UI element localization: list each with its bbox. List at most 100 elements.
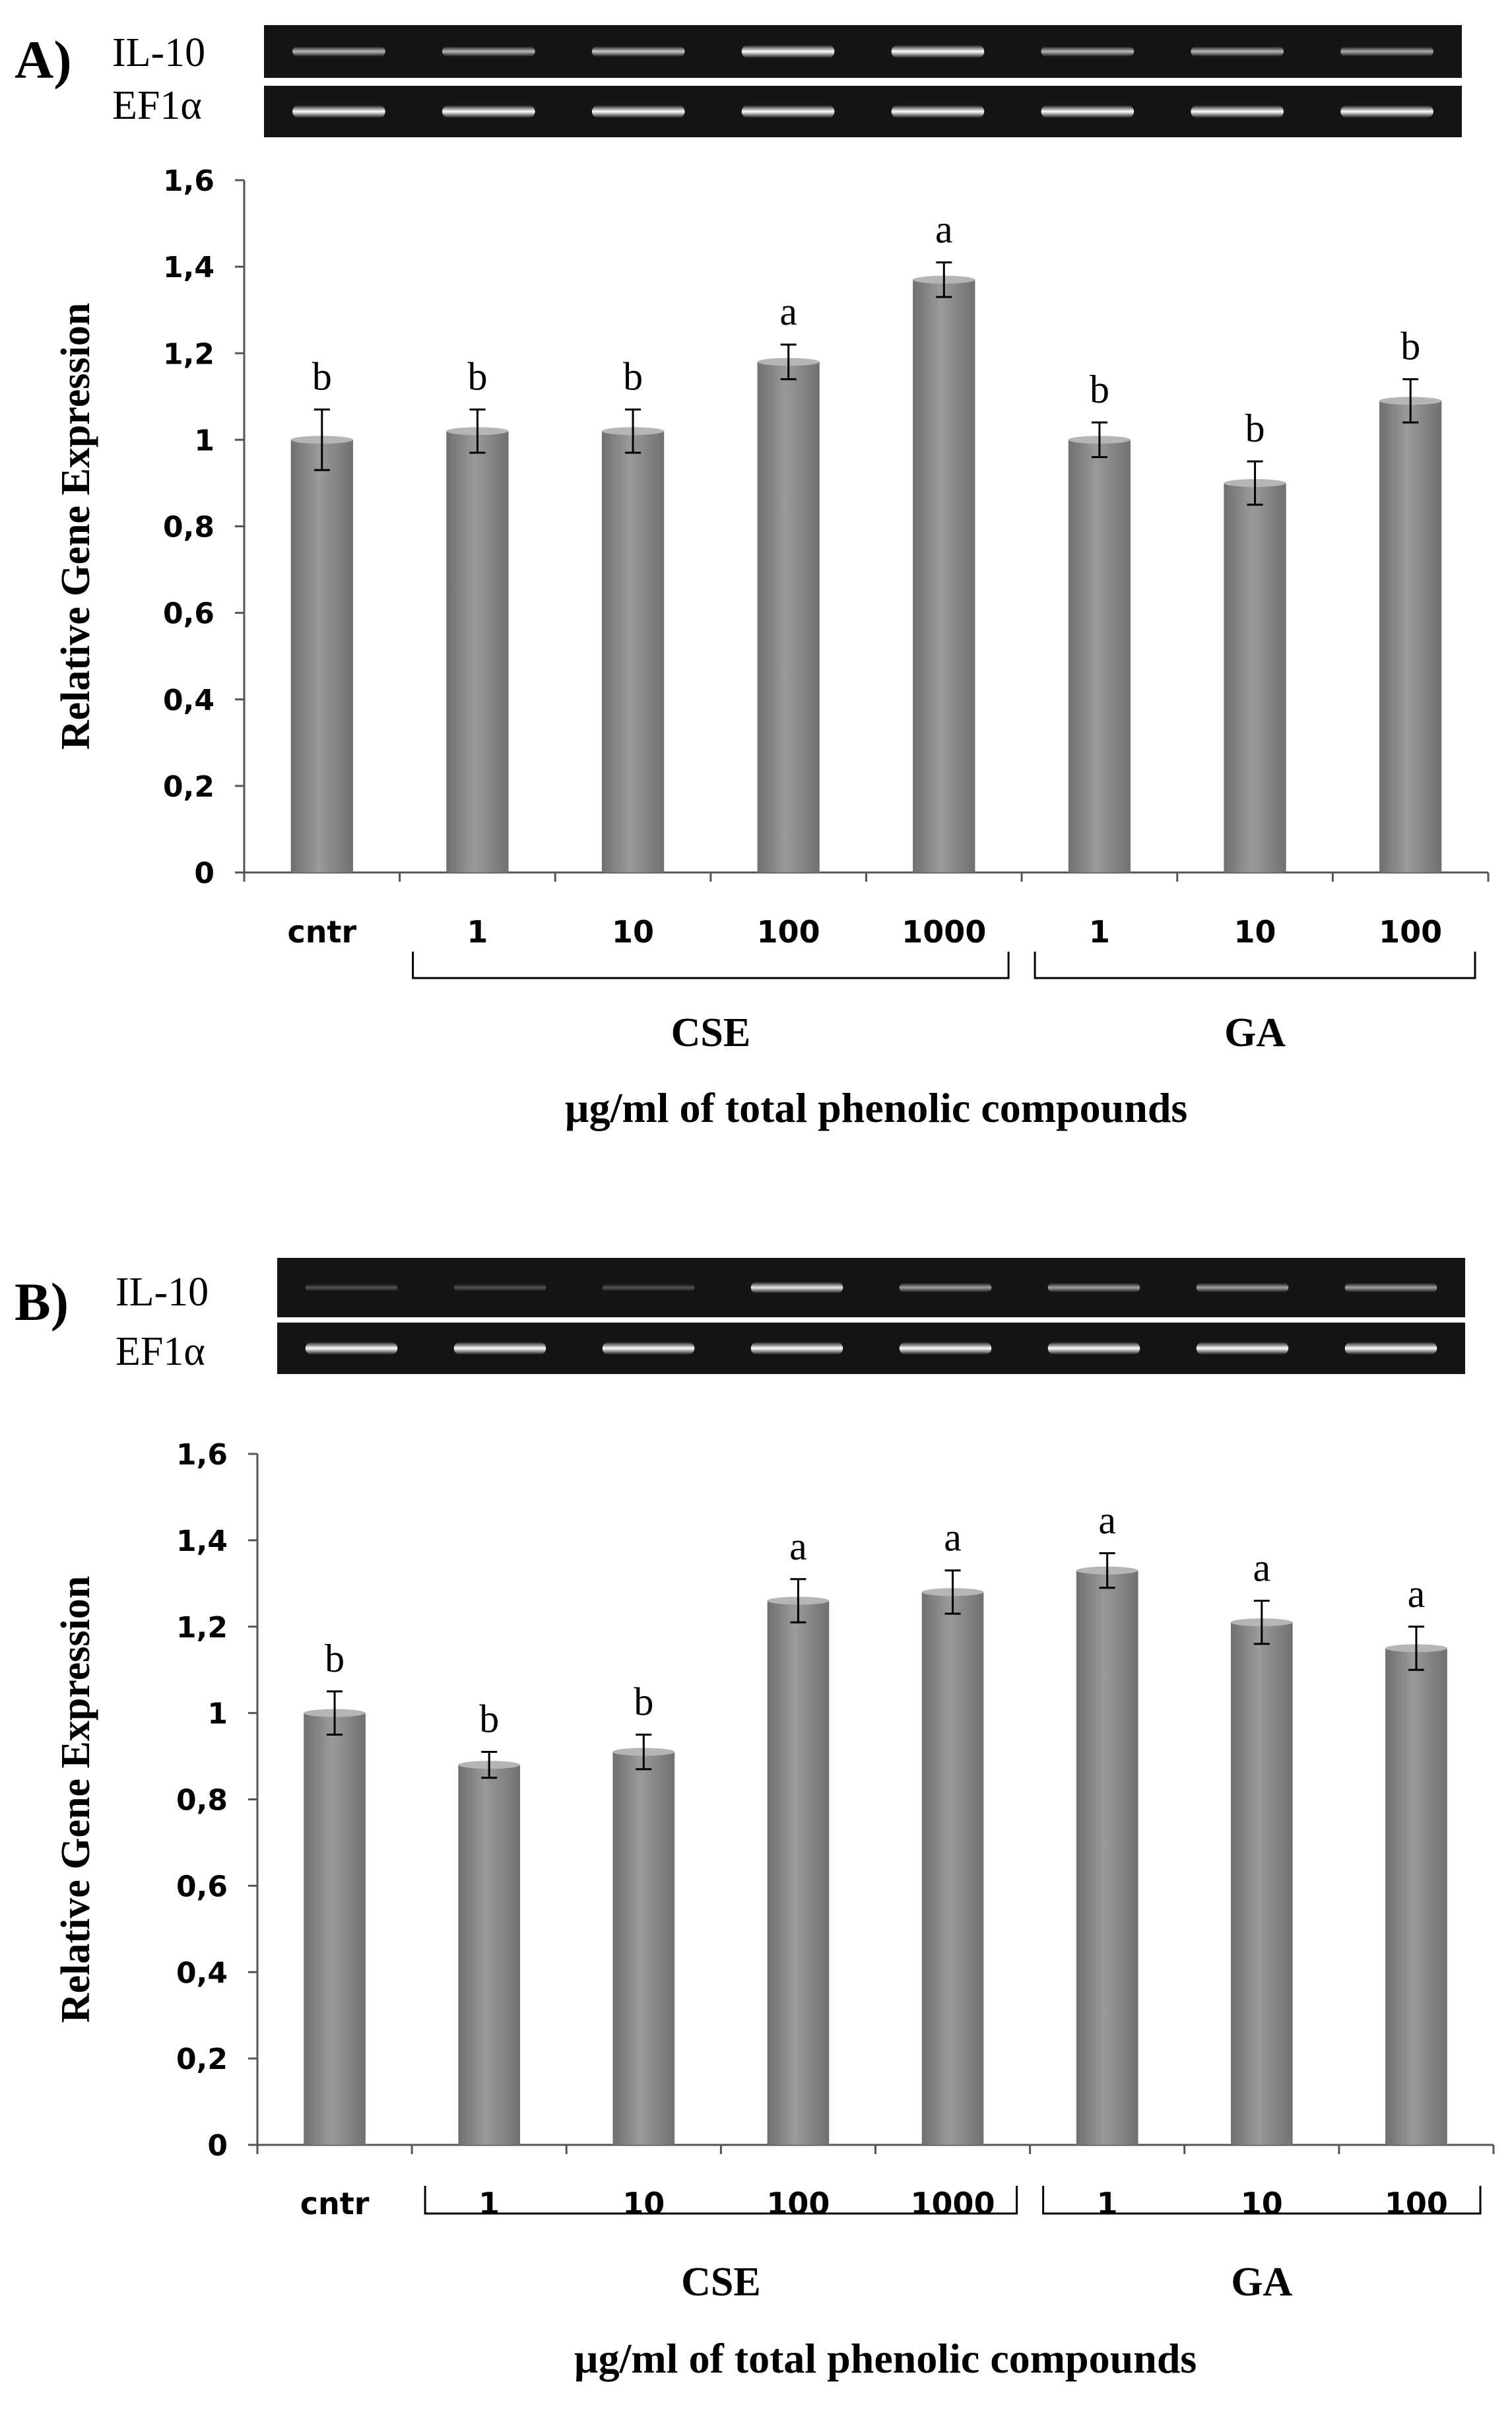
significance-letter: a: [1098, 1499, 1116, 1542]
gel-band: [899, 1282, 992, 1293]
significance-letter: b: [479, 1697, 499, 1741]
significance-letter: a: [1253, 1546, 1270, 1589]
y-tick-label: 0: [194, 857, 214, 890]
bar: [304, 1713, 366, 2145]
bar: [757, 362, 820, 872]
gel-row-label: EF1α: [115, 1329, 205, 1374]
gel-band: [305, 1342, 398, 1355]
y-tick-label: 1,6: [163, 164, 214, 198]
gel-band: [292, 46, 385, 57]
x-axis-title: µg/ml of total phenolic compounds: [565, 1084, 1188, 1131]
gel-band: [442, 46, 535, 57]
gel-band: [1191, 46, 1284, 57]
y-tick-label: 0,4: [163, 684, 214, 717]
bar: [601, 431, 665, 872]
x-category-label: 100: [766, 2186, 830, 2221]
bar: [458, 1765, 521, 2145]
gel-band: [292, 105, 385, 118]
x-category-label: 100: [1385, 2186, 1448, 2221]
gel-band: [1196, 1282, 1289, 1293]
y-tick-label: 0,2: [163, 770, 214, 804]
gel-band: [1041, 46, 1134, 57]
gel-band: [591, 105, 685, 118]
bar: [1385, 1648, 1447, 2145]
group-bracket: [1034, 952, 1476, 979]
gel-band: [1340, 105, 1433, 118]
y-tick-label: 1,4: [176, 1525, 228, 1558]
group-label: CSE: [671, 1010, 751, 1055]
gel-band: [1047, 1342, 1140, 1355]
gel-band: [1041, 105, 1134, 118]
gel-band: [305, 1284, 398, 1292]
group-bracket: [424, 2186, 1018, 2215]
gel-band: [750, 1282, 843, 1294]
bar: [1224, 482, 1286, 872]
significance-letter: a: [789, 1525, 807, 1568]
y-tick-label: 0,4: [176, 1956, 228, 1990]
y-tick-label: 1,2: [163, 337, 214, 371]
gel-band: [453, 1284, 546, 1292]
x-category-label: 1: [467, 914, 488, 950]
significance-letter: b: [312, 354, 332, 398]
significance-letter: b: [467, 354, 487, 398]
y-tick-label: 1: [194, 424, 214, 457]
gel-row-label: IL-10: [112, 30, 205, 75]
x-category-label: 1: [1089, 914, 1110, 950]
gel-band: [1047, 1282, 1140, 1293]
significance-letter: b: [325, 1637, 345, 1680]
bar: [290, 440, 353, 872]
panel-a: A) IL-10 EF1α 0 0,2 0,4 0,6 0,8 1 1,2 1,4 1,6 Relati…: [15, 25, 1490, 1131]
gel-band: [750, 1342, 843, 1355]
bar: [1068, 440, 1131, 872]
significance-letter: a: [779, 290, 797, 333]
gel-band: [1344, 1342, 1437, 1355]
x-category-label: 100: [757, 914, 820, 950]
gel-band: [591, 46, 685, 57]
significance-letter: b: [634, 1680, 653, 1723]
panel-label: A): [15, 30, 72, 90]
y-tick-label: 0,2: [176, 2043, 228, 2076]
x-category-label: cntr: [300, 2186, 370, 2221]
y-tick-label: 1,4: [163, 251, 214, 284]
significance-letter: b: [1090, 368, 1109, 411]
significance-letter: b: [1245, 407, 1265, 450]
panel-label: B): [15, 1272, 69, 1332]
y-tick-label: 1,2: [176, 1611, 228, 1645]
y-tick-label: 0,8: [163, 511, 214, 544]
x-category-label: 1000: [902, 914, 986, 950]
x-category-label: 1000: [911, 2186, 995, 2221]
x-category-label: 10: [1241, 2186, 1283, 2221]
x-category-label: 10: [612, 914, 654, 950]
gel-band: [1196, 1342, 1289, 1355]
group-label: GA: [1231, 2260, 1292, 2305]
gel-band: [899, 1342, 992, 1355]
gel-band: [1191, 105, 1284, 118]
gel-band: [1340, 46, 1433, 57]
significance-letter: a: [1408, 1572, 1426, 1616]
gel-band: [891, 105, 985, 118]
gel-band: [453, 1342, 546, 1355]
gel-band: [602, 1284, 695, 1292]
significance-letter: a: [944, 1516, 962, 1559]
y-tick-label: 1: [207, 1697, 228, 1731]
y-tick-label: 0,8: [176, 1784, 228, 1818]
y-tick-label: 0: [207, 2129, 228, 2163]
group-bracket: [412, 952, 1010, 979]
bar: [1230, 1622, 1293, 2145]
x-category-label: 1: [1097, 2186, 1118, 2221]
gel-band: [741, 105, 835, 118]
y-tick-label: 1,6: [176, 1438, 228, 1472]
gel-row-label: IL-10: [115, 1270, 209, 1315]
bar: [1379, 401, 1442, 872]
bar: [767, 1600, 830, 2145]
significance-letter: b: [1400, 325, 1420, 368]
bar: [446, 431, 509, 872]
gel-row-label: EF1α: [112, 83, 202, 128]
gel-band: [602, 1342, 695, 1355]
gel-band: [741, 45, 835, 58]
x-axis-title: µg/ml of total phenolic compounds: [574, 2335, 1197, 2382]
significance-letter: b: [623, 354, 643, 398]
x-category-label: 100: [1379, 914, 1442, 950]
x-category-label: 1: [478, 2186, 500, 2221]
